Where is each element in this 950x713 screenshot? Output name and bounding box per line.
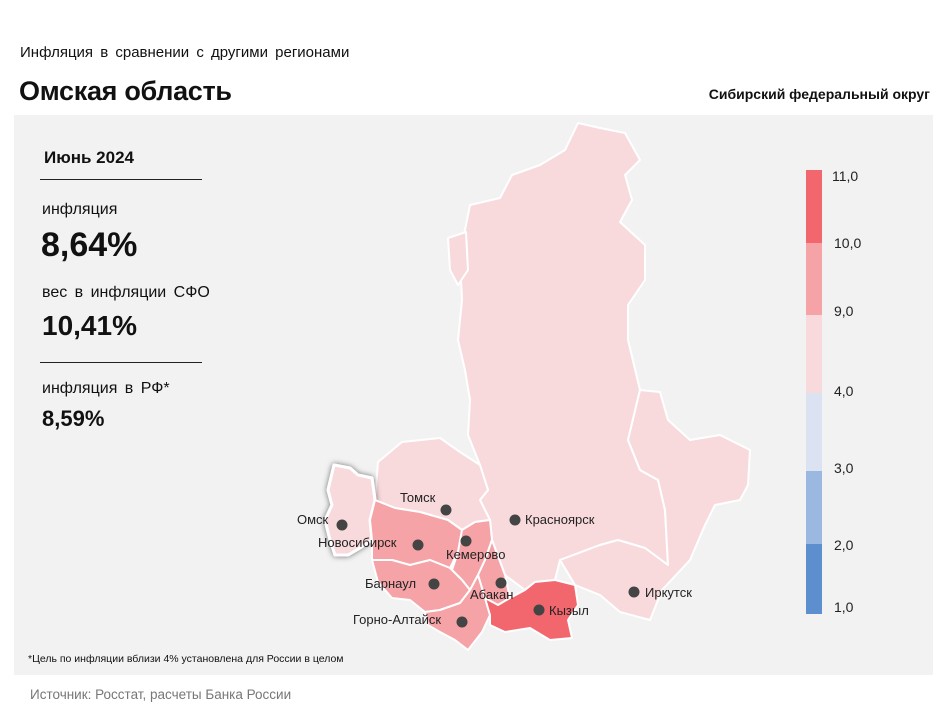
divider-top <box>40 179 202 180</box>
region-irkutsk <box>559 389 751 621</box>
city-marker <box>336 519 348 531</box>
city-label: Барнаул <box>365 576 416 591</box>
source-note: Источник: Росстат, расчеты Банка России <box>30 687 292 702</box>
legend-band-3-4 <box>806 393 822 471</box>
district-name: Сибирский федеральный округ <box>708 86 930 102</box>
legend-band-9-10 <box>806 243 822 315</box>
region-tuva <box>484 579 579 641</box>
city-marker <box>412 539 424 551</box>
city-omsk: Омск <box>297 512 348 531</box>
city-label: Омск <box>297 512 329 527</box>
city-label: Кемерово <box>446 547 505 562</box>
legend-tick-3: 3,0 <box>834 460 854 476</box>
divider-bottom <box>40 362 202 363</box>
city-marker <box>460 535 472 547</box>
city-barnaul: Барнаул <box>365 576 440 591</box>
city-marker <box>509 514 521 526</box>
page-title: Омская область <box>19 76 232 106</box>
city-marker <box>456 616 468 628</box>
region-krasnoyarsk-detail <box>447 231 469 286</box>
city-label: Новосибирск <box>318 535 397 550</box>
legend-tick-10: 10,0 <box>834 235 861 251</box>
city-kemerovo: Кемерово <box>446 535 505 562</box>
city-gorno-altaysk: Горно-Алтайск <box>353 612 468 628</box>
legend-band-2-3 <box>806 471 822 544</box>
region-omsk <box>323 463 377 557</box>
city-kyzyl: Кызыл <box>533 603 589 618</box>
weight-value: 10,41% <box>42 310 137 341</box>
inflation-value: 8,64% <box>41 226 138 264</box>
city-marker <box>428 578 440 590</box>
city-label: Красноярск <box>525 512 595 527</box>
legend-tick-11: 11,0 <box>832 168 858 184</box>
city-marker <box>495 577 507 589</box>
city-marker <box>533 604 545 616</box>
weight-label: вес в инфляции СФО <box>42 284 210 301</box>
city-irkutsk: Иркутск <box>628 585 692 600</box>
legend-band-1-2 <box>806 544 822 614</box>
city-marker <box>440 504 452 516</box>
city-tomsk: Томск <box>400 490 452 516</box>
inflation-label: инфляция <box>42 201 118 218</box>
legend: 11,0 10,0 9,0 4,0 3,0 2,0 1,0 <box>806 168 861 615</box>
city-label: Кызыл <box>549 603 589 618</box>
page-subtitle: Инфляция в сравнении с другими регионами <box>20 44 350 61</box>
city-label: Горно-Алтайск <box>353 612 441 627</box>
rf-inflation-label: инфляция в РФ* <box>42 380 170 397</box>
rf-inflation-value: 8,59% <box>42 406 105 431</box>
legend-tick-1: 1,0 <box>834 599 854 615</box>
city-label: Иркутск <box>645 585 692 600</box>
city-novosibirsk: Новосибирск <box>318 535 424 551</box>
legend-tick-9: 9,0 <box>834 303 854 319</box>
legend-band-4-9 <box>806 315 822 393</box>
city-label: Абакан <box>470 587 513 602</box>
city-marker <box>628 586 640 598</box>
city-label: Томск <box>400 490 436 505</box>
legend-band-10-11 <box>806 170 822 243</box>
city-krasnoyarsk: Красноярск <box>509 512 595 527</box>
legend-tick-2: 2,0 <box>834 537 854 553</box>
footnote: *Цель по инфляции вблизи 4% установлена … <box>28 653 344 665</box>
period-label: Июнь 2024 <box>44 148 134 167</box>
legend-tick-4: 4,0 <box>834 383 854 399</box>
city-abakan: Абакан <box>470 577 513 602</box>
